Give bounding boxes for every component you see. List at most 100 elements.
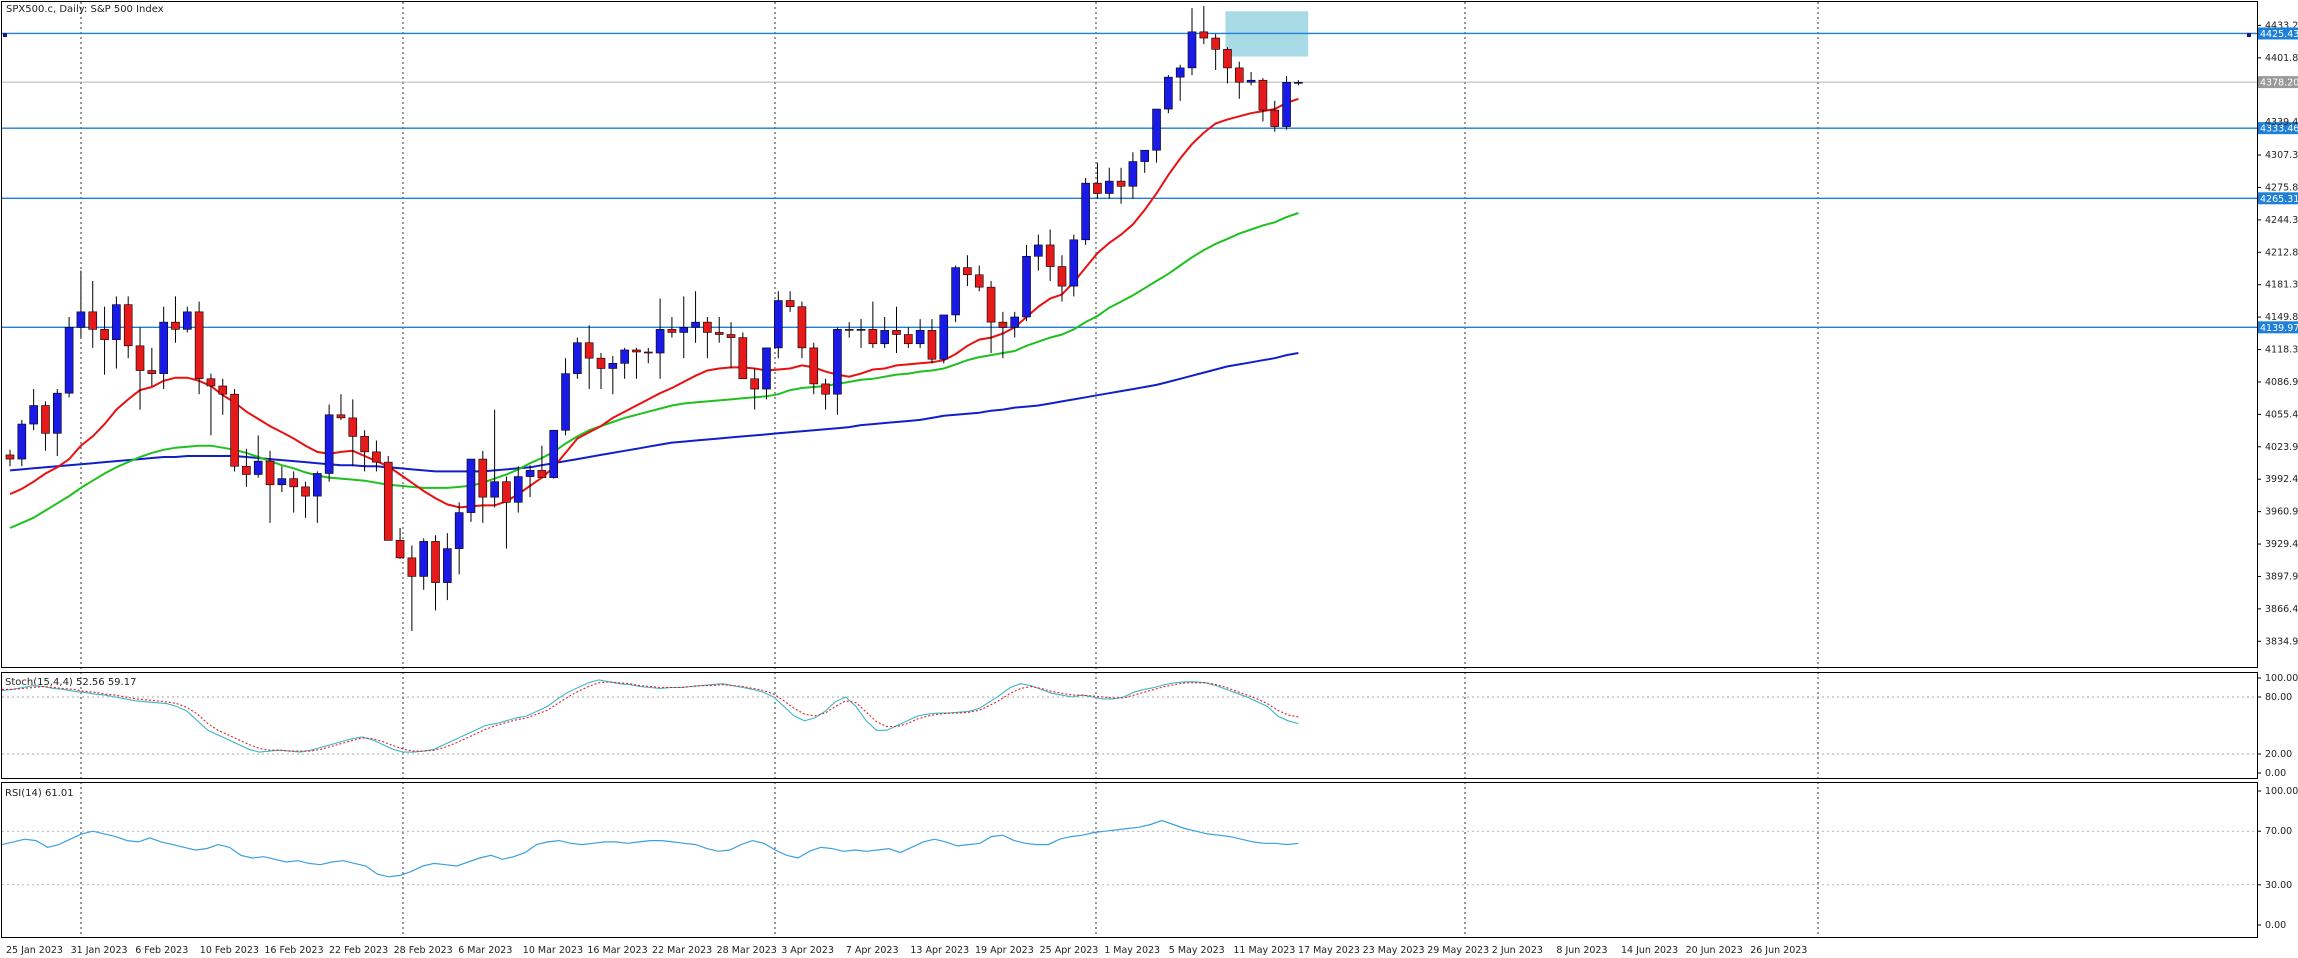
candle-bull[interactable]	[1175, 67, 1185, 78]
candle-bear[interactable]	[797, 306, 807, 349]
candle-bear[interactable]	[88, 311, 98, 330]
candle-bear[interactable]	[1045, 244, 1055, 267]
candle-bull[interactable]	[454, 512, 464, 549]
candle-bear[interactable]	[750, 378, 759, 390]
candle-bear[interactable]	[714, 332, 724, 335]
candle-bull[interactable]	[951, 267, 960, 316]
candle-bull[interactable]	[880, 330, 889, 345]
candle-bear[interactable]	[1116, 180, 1126, 187]
candle-bull[interactable]	[1294, 81, 1303, 84]
candle-bear[interactable]	[785, 300, 795, 308]
candle-bear[interactable]	[360, 436, 369, 453]
candle-bull[interactable]	[466, 458, 476, 513]
candle-bear[interactable]	[998, 321, 1008, 328]
candle-bear[interactable]	[1258, 79, 1268, 111]
candle-bear[interactable]	[372, 451, 381, 463]
candle-bear[interactable]	[868, 329, 878, 345]
candle-bull[interactable]	[1164, 76, 1173, 110]
candle-bull[interactable]	[29, 405, 38, 425]
candle-bear[interactable]	[336, 414, 346, 419]
candle-bear[interactable]	[1211, 37, 1220, 50]
candle-bear[interactable]	[596, 357, 606, 369]
candle-bear[interactable]	[1223, 49, 1232, 69]
candle-bear[interactable]	[703, 321, 712, 333]
candle-bear[interactable]	[1270, 109, 1280, 127]
candle-bear[interactable]	[5, 454, 15, 460]
candle-bull[interactable]	[52, 392, 62, 434]
candle-bull[interactable]	[1022, 255, 1031, 318]
candle-bull[interactable]	[1069, 239, 1079, 287]
candle-bear[interactable]	[265, 460, 275, 486]
candle-bear[interactable]	[383, 461, 393, 541]
candle-bear[interactable]	[809, 347, 819, 385]
candle-bear[interactable]	[738, 337, 748, 380]
candle-bull[interactable]	[76, 311, 86, 328]
candle-bull[interactable]	[620, 349, 629, 364]
candle-bull[interactable]	[939, 314, 949, 360]
candle-bull[interactable]	[313, 473, 322, 497]
candle-bear[interactable]	[667, 329, 677, 333]
candle-bear[interactable]	[348, 417, 358, 437]
candle-bear[interactable]	[100, 329, 109, 340]
candle-bull[interactable]	[1081, 182, 1090, 241]
candle-bear[interactable]	[904, 334, 913, 345]
candle-bull[interactable]	[159, 321, 168, 374]
candle-bear[interactable]	[502, 481, 511, 503]
candle-bull[interactable]	[112, 304, 121, 340]
candle-bear[interactable]	[537, 470, 547, 478]
candle-bear[interactable]	[584, 342, 594, 359]
candle-bull[interactable]	[1140, 149, 1150, 162]
candle-bear[interactable]	[1199, 31, 1209, 39]
candle-bear[interactable]	[974, 274, 984, 288]
candle-bear[interactable]	[147, 370, 157, 374]
candle-bull[interactable]	[443, 548, 452, 583]
candle-bear[interactable]	[726, 334, 736, 338]
candle-bear[interactable]	[844, 329, 854, 331]
candle-bull[interactable]	[1187, 31, 1197, 69]
candle-bear[interactable]	[230, 393, 239, 467]
candle-bull[interactable]	[573, 342, 582, 374]
candle-bear[interactable]	[395, 540, 405, 559]
level-marker-right[interactable]	[2247, 33, 2251, 37]
candle-bear[interactable]	[218, 385, 228, 395]
candle-bear[interactable]	[643, 351, 653, 354]
candle-bear[interactable]	[206, 378, 216, 387]
candle-bull[interactable]	[1010, 316, 1020, 328]
candle-bull[interactable]	[253, 460, 263, 475]
candle-bear[interactable]	[1234, 67, 1244, 83]
candle-bear[interactable]	[41, 405, 50, 434]
rsi-panel[interactable]	[1, 782, 2258, 938]
candle-bull[interactable]	[64, 326, 74, 394]
candle-bull[interactable]	[549, 429, 559, 478]
price-panel[interactable]	[1, 1, 2258, 668]
candle-bull[interactable]	[17, 423, 27, 460]
candle-bear[interactable]	[289, 478, 298, 488]
candle-bear[interactable]	[927, 330, 937, 360]
candle-bull[interactable]	[561, 373, 570, 431]
candle-bear[interactable]	[123, 304, 133, 347]
candle-bull[interactable]	[608, 363, 618, 369]
candle-bull[interactable]	[762, 347, 771, 390]
candle-bear[interactable]	[407, 557, 417, 577]
candle-bear[interactable]	[892, 330, 901, 335]
candle-bull[interactable]	[1104, 180, 1114, 194]
candle-bear[interactable]	[194, 311, 204, 380]
candle-bull[interactable]	[915, 330, 925, 345]
candle-bear[interactable]	[478, 458, 488, 498]
candle-bull[interactable]	[183, 311, 192, 330]
candle-bear[interactable]	[431, 541, 440, 583]
candle-bull[interactable]	[277, 478, 287, 486]
candle-bear[interactable]	[632, 349, 641, 353]
candle-bull[interactable]	[525, 470, 535, 477]
candle-bear[interactable]	[242, 465, 251, 475]
candle-bear[interactable]	[1057, 266, 1067, 287]
candle-bull[interactable]	[856, 329, 866, 331]
candle-bear[interactable]	[963, 267, 972, 276]
candle-bull[interactable]	[1128, 161, 1138, 187]
candle-bull[interactable]	[419, 541, 429, 577]
candle-bull[interactable]	[513, 476, 523, 503]
candle-bull[interactable]	[1282, 81, 1291, 127]
candle-bull[interactable]	[655, 329, 665, 354]
candle-bull[interactable]	[691, 321, 700, 328]
